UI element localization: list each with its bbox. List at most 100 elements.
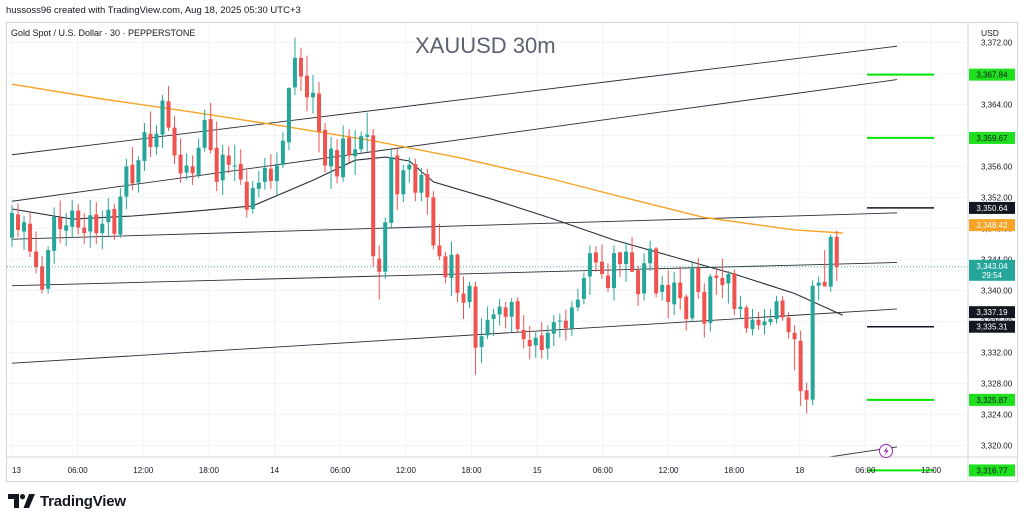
candle bbox=[341, 125, 346, 182]
candle bbox=[828, 234, 833, 292]
candle bbox=[304, 55, 309, 112]
candle bbox=[593, 246, 598, 272]
axis-value-tag-bg bbox=[969, 219, 1015, 232]
candle bbox=[437, 223, 442, 261]
x-tick-label: 18:00 bbox=[199, 466, 220, 475]
candle bbox=[353, 129, 358, 175]
candle-body bbox=[166, 101, 171, 128]
candle-body bbox=[359, 136, 364, 150]
candle-body bbox=[642, 263, 647, 294]
candle bbox=[569, 301, 574, 337]
candle-body bbox=[383, 222, 388, 272]
candle bbox=[292, 37, 297, 96]
candle bbox=[317, 81, 322, 153]
x-tick-label: 15 bbox=[533, 466, 542, 475]
candle bbox=[732, 269, 737, 316]
channel-trendline bbox=[11, 212, 897, 240]
candle bbox=[768, 308, 773, 326]
candle bbox=[762, 308, 767, 335]
x-tick-label: 14 bbox=[270, 466, 279, 475]
candle-body bbox=[28, 223, 33, 252]
candle-body bbox=[124, 166, 129, 197]
candle-body bbox=[437, 245, 442, 257]
candle bbox=[359, 131, 364, 153]
x-tick-label: 06:00 bbox=[593, 466, 614, 475]
tradingview-logo[interactable]: TradingView bbox=[8, 490, 126, 512]
x-tick-label: 13 bbox=[12, 466, 21, 475]
candle-body bbox=[304, 75, 309, 98]
candle bbox=[250, 181, 255, 214]
candle-body bbox=[196, 147, 201, 175]
candle bbox=[28, 212, 33, 258]
candle bbox=[22, 215, 27, 251]
candle bbox=[244, 170, 249, 218]
candle-body bbox=[298, 57, 303, 77]
candle-body bbox=[804, 390, 809, 400]
candle-body bbox=[389, 157, 394, 223]
candle bbox=[419, 167, 424, 202]
candle bbox=[672, 271, 677, 316]
candle-body bbox=[407, 164, 412, 170]
candle-body bbox=[702, 291, 707, 324]
candle-body bbox=[371, 135, 376, 257]
time-axis[interactable]: 13 06:00 12:00 18:00 14 06:00 12:00 18:00 15 06:0… bbox=[12, 466, 942, 475]
candle-body bbox=[599, 261, 604, 275]
candle-body bbox=[750, 319, 755, 330]
candle-body bbox=[581, 277, 586, 299]
candle bbox=[491, 308, 496, 337]
chart-frame[interactable]: 3,372.003,368.003,364.003,360.003,356.00… bbox=[6, 22, 1018, 482]
candle bbox=[720, 258, 725, 299]
candle-body bbox=[34, 251, 39, 268]
candle bbox=[232, 144, 237, 182]
candle bbox=[226, 146, 231, 174]
candle-body bbox=[636, 270, 641, 295]
candle-body bbox=[449, 254, 454, 278]
candle bbox=[365, 112, 370, 152]
candle-body bbox=[395, 155, 400, 195]
candle-body bbox=[780, 300, 785, 318]
candle bbox=[425, 168, 430, 215]
price-chart[interactable]: 3,372.003,368.003,364.003,360.003,356.00… bbox=[7, 23, 1017, 481]
price-level-tag: 3,325.87 bbox=[969, 393, 1015, 406]
price-level-layer bbox=[7, 73, 968, 472]
candle bbox=[660, 275, 665, 301]
candle bbox=[142, 122, 147, 172]
candle bbox=[256, 171, 261, 198]
candle bbox=[461, 276, 466, 320]
candle bbox=[58, 200, 63, 244]
candle-body bbox=[648, 248, 653, 264]
candle bbox=[395, 147, 400, 210]
candle-body bbox=[497, 306, 502, 315]
candle-body bbox=[88, 215, 93, 232]
candle bbox=[612, 245, 616, 301]
candle-body bbox=[768, 319, 773, 323]
candle-body bbox=[184, 165, 189, 173]
candle-body bbox=[292, 57, 297, 88]
candle bbox=[88, 199, 93, 248]
candle-body bbox=[660, 284, 665, 292]
trendline-layer bbox=[11, 45, 898, 457]
y-tick-label: 3,372.00 bbox=[981, 38, 1013, 47]
candle bbox=[40, 256, 45, 294]
lightning-icon[interactable] bbox=[879, 444, 893, 458]
candle bbox=[726, 271, 731, 304]
candle-body bbox=[533, 337, 538, 346]
candle bbox=[551, 315, 556, 347]
candle bbox=[274, 152, 279, 197]
price-level-tag-label: 3,325.87 bbox=[976, 396, 1008, 405]
candle-body bbox=[106, 209, 111, 223]
candle-body bbox=[509, 302, 514, 317]
chart-credit-line: hussoss96 created with TradingView.com, … bbox=[6, 5, 301, 16]
price-axis[interactable]: 3,372.003,368.003,364.003,360.003,356.00… bbox=[981, 38, 1013, 450]
candle-body bbox=[112, 209, 117, 234]
candle bbox=[642, 253, 647, 301]
axis-value-tag-bg bbox=[969, 306, 1015, 319]
candle bbox=[154, 125, 159, 155]
candle-body bbox=[172, 127, 177, 156]
candle bbox=[780, 295, 785, 321]
candle bbox=[70, 199, 75, 238]
currency-label[interactable]: USD bbox=[981, 28, 999, 38]
candle bbox=[792, 325, 797, 371]
candle-body bbox=[46, 250, 51, 289]
x-tick-label: 18:00 bbox=[724, 466, 745, 475]
